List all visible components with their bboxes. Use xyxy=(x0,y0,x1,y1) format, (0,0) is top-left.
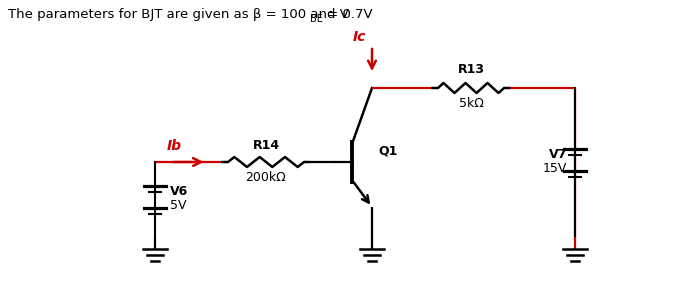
Text: Q1: Q1 xyxy=(378,145,397,158)
Text: 5kΩ: 5kΩ xyxy=(459,97,484,110)
Text: Ib: Ib xyxy=(166,139,181,153)
Text: V7: V7 xyxy=(549,148,567,161)
Text: The parameters for BJT are given as β = 100 and V: The parameters for BJT are given as β = … xyxy=(8,8,349,21)
Text: BE: BE xyxy=(310,14,323,24)
Text: R13: R13 xyxy=(457,63,484,76)
Text: 15V: 15V xyxy=(542,162,567,175)
Text: 200kΩ: 200kΩ xyxy=(246,171,286,184)
Text: 5V: 5V xyxy=(170,199,186,212)
Text: V6: V6 xyxy=(170,185,188,198)
Text: Ic: Ic xyxy=(353,30,366,44)
Text: = 0.7V: = 0.7V xyxy=(323,8,373,21)
Text: R14: R14 xyxy=(253,139,279,152)
